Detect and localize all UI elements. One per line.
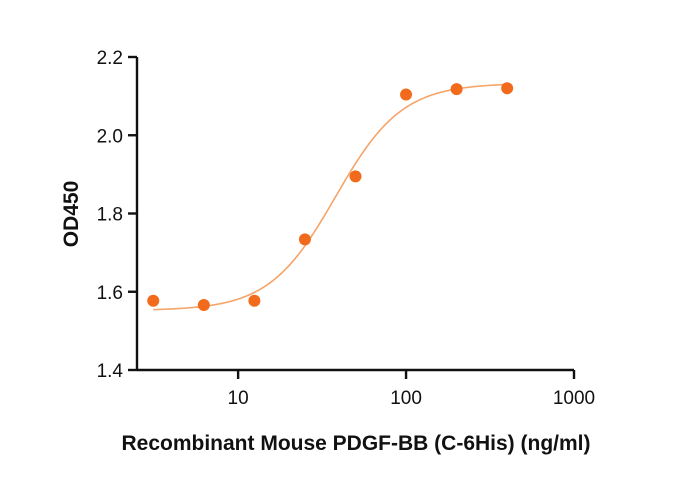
x-tick-label: 100	[390, 388, 422, 409]
data-point	[400, 88, 413, 101]
data-point	[197, 299, 210, 312]
data-point	[501, 82, 514, 95]
data-points-layer	[147, 82, 514, 312]
x-tick-label: 1000	[553, 388, 595, 409]
x-axis-title: Recombinant Mouse PDGF-BB (C-6His) (ng/m…	[121, 432, 590, 455]
y-tick-label: 2.2	[97, 48, 123, 69]
ticks: 1.4 1.6 1.8 2.0 2.2 10 100 1000	[97, 48, 596, 409]
y-tick-label: 1.4	[97, 361, 124, 382]
y-tick-label: 2.0	[97, 126, 123, 147]
data-point	[298, 233, 311, 246]
fit-curve-layer	[153, 83, 508, 311]
data-point	[349, 170, 362, 183]
x-tick-label: 10	[228, 388, 249, 409]
data-point	[248, 294, 261, 307]
data-point	[147, 294, 160, 307]
y-tick-label: 1.6	[97, 283, 123, 304]
y-axis-title: OD450	[60, 181, 83, 248]
y-tick-label: 1.8	[97, 205, 123, 226]
fit-curve	[153, 83, 508, 311]
axes	[135, 57, 574, 372]
data-point	[450, 83, 463, 96]
